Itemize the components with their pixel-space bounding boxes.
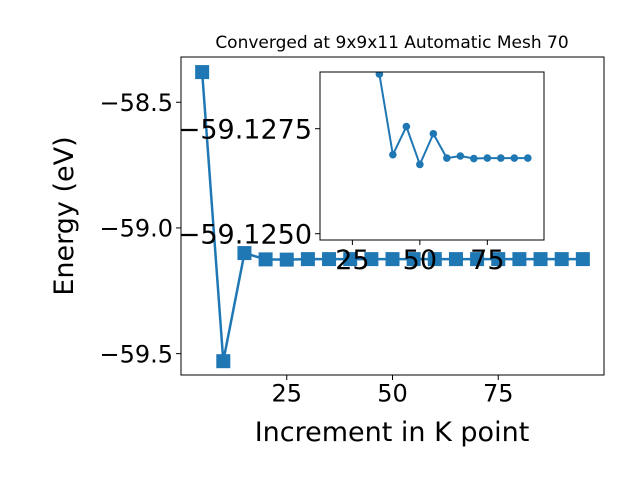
main-data-point	[258, 252, 273, 267]
main-series	[195, 65, 590, 369]
main-data-point	[554, 252, 569, 267]
main-y-ticks: −58.5 −59.0 −59.5	[99, 89, 181, 368]
main-data-point	[470, 252, 485, 267]
main-y-tick-label: −58.5	[99, 89, 173, 117]
main-axes: Converged at 9x9x11 Automatic Mesh 70 −5…	[49, 33, 605, 448]
inset-data-point	[402, 122, 411, 131]
main-x-tick-label: 75	[483, 379, 514, 407]
inset-x-tick-label: 50	[403, 245, 437, 276]
main-data-point	[385, 252, 400, 267]
inset-data-point	[443, 154, 451, 162]
inset-data-point	[375, 72, 384, 78]
inset-data-point	[470, 154, 478, 163]
y-axis-label: Energy (eV)	[49, 136, 80, 295]
main-y-tick-label: −59.0	[99, 215, 173, 243]
inset-data-point	[524, 154, 532, 162]
inset-axes: −59.1275 −59.1250 25 50 75	[178, 71, 545, 276]
inset-data-point	[389, 150, 397, 159]
inset-background	[320, 72, 544, 240]
chart-title: Converged at 9x9x11 Automatic Mesh 70	[215, 33, 568, 53]
main-data-point	[343, 252, 358, 267]
inset-data-point	[497, 154, 505, 162]
main-x-tick-label: 25	[271, 379, 302, 407]
inset-x-tick-label: 25	[335, 245, 369, 276]
x-axis-label: Increment in K point	[255, 417, 530, 448]
inset-y-tick-label: −59.1250	[178, 219, 312, 250]
inset-y-ticks: −59.1275 −59.1250	[178, 114, 320, 250]
inset-x-ticks: 25 50 75	[335, 240, 505, 276]
main-x-tick-label: 50	[377, 379, 408, 407]
inset-data-point	[429, 129, 438, 138]
main-data-point	[448, 252, 463, 267]
main-y-tick-label: −59.5	[99, 340, 173, 368]
main-data-point	[533, 252, 548, 267]
main-data-point	[512, 252, 527, 267]
inset-data-point	[510, 154, 519, 162]
main-data-point	[195, 65, 210, 80]
inset-data-point	[416, 160, 424, 169]
main-data-point	[279, 252, 294, 267]
main-x-ticks: 25 50 75	[271, 375, 514, 407]
main-data-point	[300, 252, 315, 267]
main-data-point	[406, 252, 421, 267]
inset-x-tick-label: 75	[470, 245, 504, 276]
main-data-point	[216, 354, 231, 369]
inset-y-tick-label: −59.1275	[178, 114, 312, 145]
main-data-point	[237, 246, 252, 261]
main-data-point	[575, 252, 590, 267]
main-data-point	[322, 252, 337, 267]
main-data-point	[427, 252, 442, 267]
inset-data-point	[456, 152, 465, 160]
main-data-point	[364, 252, 379, 267]
inset-series	[375, 72, 532, 169]
inset-plot-frame	[319, 71, 545, 241]
inset-data-point	[483, 154, 492, 162]
main-data-point	[491, 252, 506, 267]
